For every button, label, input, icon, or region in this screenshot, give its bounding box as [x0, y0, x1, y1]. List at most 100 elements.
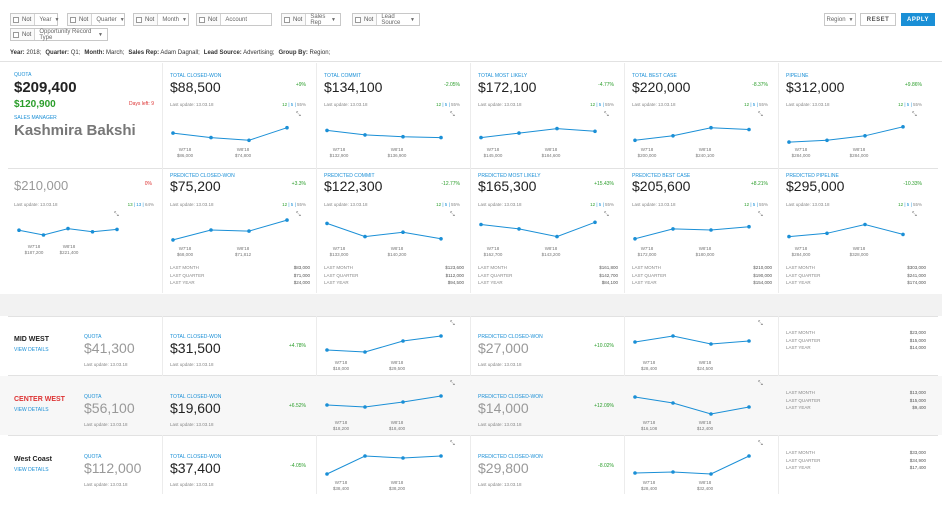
stat-value: $23,000 — [909, 330, 926, 335]
last-update: Last update: 13.03.18 — [324, 202, 368, 207]
summary-key: Year: — [10, 50, 25, 56]
ratio-won: 12 — [590, 102, 597, 107]
deal-ratio: 12 | 5 | 55% — [574, 202, 614, 207]
last-update: Last update: 13.03.18 — [632, 202, 676, 207]
sparkline-point — [863, 222, 867, 227]
sparkline-point — [787, 140, 791, 144]
not-checkbox[interactable] — [136, 16, 142, 23]
reset-button[interactable]: RESET — [860, 13, 896, 26]
filter-select[interactable]: Quarter ▼ — [92, 14, 128, 25]
card-label: TOTAL COMMIT — [324, 73, 362, 79]
x-axis-label: W8'18 $12,400 — [696, 420, 714, 431]
card-change: +12.09% — [594, 403, 614, 409]
sparkline-point — [439, 394, 443, 398]
card-change: +10.02% — [594, 343, 614, 349]
filter-group: Not Account — [196, 13, 272, 26]
last-update: Last update: 13.03.18 — [170, 482, 214, 487]
sparkline-point — [671, 227, 675, 231]
stat-label: LAST YEAR — [786, 465, 811, 470]
sparkline-point — [633, 395, 637, 399]
not-checkbox[interactable] — [13, 31, 19, 38]
not-toggle[interactable]: Not — [11, 29, 36, 40]
expand-icon: ⤡ — [912, 112, 917, 118]
expand-icon: ⤡ — [450, 112, 455, 118]
sparkline-point — [285, 218, 289, 222]
filter-select[interactable]: Lead Source ▼ — [377, 13, 419, 26]
not-checkbox[interactable] — [284, 16, 290, 23]
not-toggle[interactable]: Not — [11, 14, 36, 25]
view-details-link[interactable]: VIEW DETAILS — [14, 407, 49, 413]
sparkline-point — [401, 134, 405, 139]
sparkline-path — [634, 226, 750, 240]
ratio-won: 12 — [744, 202, 751, 207]
last-update: Last update: 13.03.18 — [786, 202, 830, 207]
sparkline-point — [247, 138, 251, 143]
quota-predicted-value: $210,000 — [14, 178, 69, 193]
not-checkbox[interactable] — [13, 16, 19, 23]
stat-label: LAST MONTH — [786, 450, 815, 455]
not-checkbox[interactable] — [355, 16, 361, 23]
not-checkbox[interactable] — [199, 16, 205, 23]
stat-value: $84,100 — [601, 280, 618, 285]
not-checkbox[interactable] — [70, 16, 76, 23]
last-update: Last update: 13.03.18 — [84, 422, 128, 427]
not-toggle[interactable]: Not — [68, 14, 93, 25]
not-label: Not — [145, 16, 155, 23]
card-change: +3.3% — [291, 181, 306, 187]
x-axis-label: W7'18 $18,200 — [332, 420, 350, 431]
sparkline-point — [325, 128, 329, 133]
card-change: -2.05% — [444, 82, 460, 88]
stat-label: LAST QUARTER — [478, 272, 513, 278]
sparkline-point — [825, 231, 829, 236]
expand-icon: ⤡ — [758, 112, 763, 118]
ratio-pct: 55% — [912, 202, 922, 207]
not-toggle[interactable]: Not — [282, 14, 307, 25]
ratio-open: | 5 | — [904, 202, 913, 207]
not-toggle[interactable]: Not — [134, 14, 159, 25]
not-toggle[interactable]: Not — [197, 14, 222, 25]
x-axis-label: W8'18 $240,100 — [695, 147, 715, 158]
sparkline-path — [326, 335, 442, 353]
filter-group: Not Year ▼ — [10, 13, 59, 26]
region-sparkline — [325, 454, 443, 476]
x-axis-label: W8'18 $74,800 — [234, 147, 252, 158]
stat-label: LAST QUARTER — [786, 397, 821, 403]
x-axis-label: W8'18 $328,000 — [849, 246, 869, 257]
x-axis-label: W7'18 $162,700 — [483, 246, 503, 257]
sparkline-point — [285, 125, 289, 130]
filter-placeholder: Lead Source — [381, 13, 401, 26]
x-axis-label: W7'18 $16,108 — [640, 420, 658, 431]
expand-icon: ⤡ — [912, 212, 917, 218]
view-details-link[interactable]: VIEW DETAILS — [14, 467, 49, 473]
stat-label: LAST QUARTER — [786, 272, 821, 278]
apply-button[interactable]: APPLY — [901, 13, 935, 26]
sparkline-point — [363, 405, 367, 409]
card-label: PREDICTED CLOSED-WON — [478, 334, 543, 340]
last-update: Last update: 13.03.18 — [632, 102, 676, 107]
expand-icon: ⤡ — [450, 381, 455, 387]
card-sparkline — [787, 125, 905, 144]
sparkline-point — [401, 456, 405, 460]
card-sparkline — [479, 220, 597, 239]
stat-label: LAST YEAR — [632, 280, 657, 285]
expand-icon: ⤡ — [758, 441, 763, 447]
expand-icon: ⤡ — [604, 212, 609, 218]
summary-value: 2018; — [24, 50, 42, 56]
filter-select[interactable]: Month ▼ — [158, 14, 191, 25]
stat-value: $190,000 — [753, 272, 772, 278]
summary-value: Adam Dagnall; — [159, 50, 200, 56]
view-details-link[interactable]: VIEW DETAILS — [14, 347, 49, 353]
region-select[interactable]: Region ▼ — [824, 13, 856, 26]
account-input[interactable]: Account — [221, 14, 271, 25]
x-axis-label: W8'18 $136,900 — [387, 147, 407, 158]
filter-select[interactable]: Opportunity Record Type ▼ — [35, 29, 107, 41]
not-toggle[interactable]: Not — [353, 14, 378, 25]
quota-value: $41,300 — [84, 340, 135, 356]
filter-select[interactable]: Year ▼ — [35, 14, 63, 25]
filter-select[interactable]: Sales Rep ▼ — [306, 14, 340, 26]
x-axis-label: W8'18 $221,400 — [59, 244, 79, 255]
card-change: +15.43% — [594, 181, 614, 187]
ratio-open: | 5 | — [596, 102, 605, 107]
stat-label: LAST YEAR — [478, 280, 503, 285]
expand-icon: ⤡ — [758, 381, 763, 387]
